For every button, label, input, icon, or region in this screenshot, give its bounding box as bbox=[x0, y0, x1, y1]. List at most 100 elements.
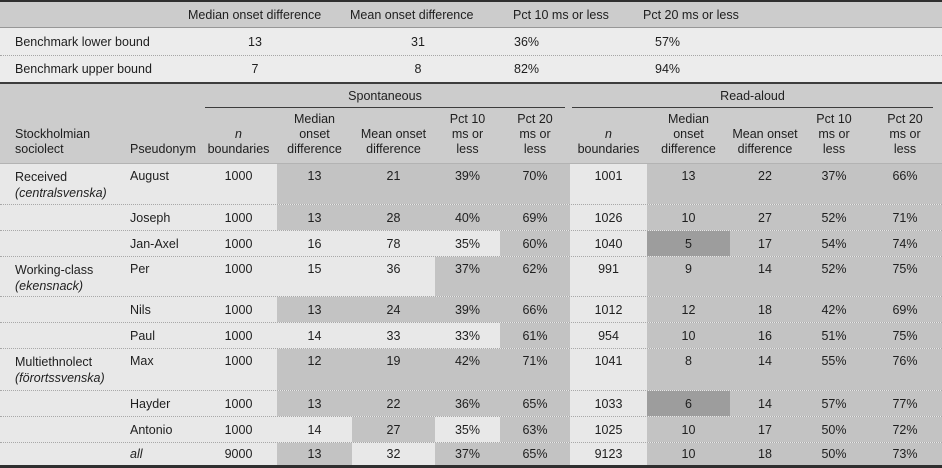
column-header-row: Stockholmian sociolect Pseudonym n bound… bbox=[0, 108, 942, 164]
table-row: Nils 1000 13 24 39% 66% 1012 12 18 42% 6… bbox=[0, 296, 942, 322]
value-cell: 1041 bbox=[594, 354, 623, 368]
value-cell: 78 bbox=[386, 236, 401, 251]
pseudonym-label: Jan-Axel bbox=[130, 236, 179, 251]
value-cell: 50% bbox=[800, 443, 868, 465]
value-cell: 22 bbox=[352, 391, 435, 416]
value-cell: 1012 bbox=[594, 302, 623, 317]
sociolect-label bbox=[0, 417, 130, 442]
value-cell: 5 bbox=[647, 231, 730, 256]
benchmark-lower-label: Benchmark lower bound bbox=[15, 34, 150, 49]
value-cell: 37% bbox=[800, 164, 868, 204]
value-cell: 1000 bbox=[224, 396, 253, 411]
table-row: Jan-Axel 1000 16 78 35% 60% 1040 5 17 54… bbox=[0, 230, 942, 256]
value-cell: 13 bbox=[277, 164, 352, 204]
sociolect-label: Multiethnolect (förortssvenska) bbox=[15, 355, 105, 385]
value-cell: 77% bbox=[868, 391, 942, 416]
group-header-lead-spacer bbox=[0, 84, 205, 108]
value-cell: 1000 bbox=[224, 210, 253, 225]
value-cell: 35% bbox=[454, 422, 481, 437]
table-row: all 9000 13 32 37% 65% 9123 10 18 50% 73… bbox=[0, 442, 942, 465]
table-row: Joseph 1000 13 28 40% 69% 1026 10 27 52%… bbox=[0, 204, 942, 230]
benchmark-lower-row: Benchmark lower bound 13 31 36% 57% bbox=[0, 28, 942, 55]
value-cell: 65% bbox=[500, 443, 570, 465]
value-cell: 76% bbox=[868, 349, 942, 390]
value-cell: 36 bbox=[386, 262, 401, 276]
table-row: Hayder 1000 13 22 36% 65% 1033 6 14 57% … bbox=[0, 390, 942, 416]
value-cell: 9123 bbox=[594, 447, 623, 461]
value-cell: 17 bbox=[730, 417, 800, 442]
value-cell: 10 bbox=[647, 323, 730, 348]
value-cell: 1000 bbox=[224, 236, 253, 251]
value-cell: 18 bbox=[730, 443, 800, 465]
pseudonym-label: Max bbox=[130, 354, 154, 368]
value-cell: 37% bbox=[435, 443, 500, 465]
value-cell: 37% bbox=[435, 257, 500, 296]
value-cell: 66% bbox=[868, 164, 942, 204]
benchmark-lower-pct10: 36% bbox=[514, 34, 540, 49]
value-cell: 16 bbox=[307, 236, 322, 251]
value-cell: 52% bbox=[800, 257, 868, 296]
value-cell: 39% bbox=[435, 297, 500, 322]
table-row: Paul 1000 14 33 33% 61% 954 10 16 51% 75… bbox=[0, 322, 942, 348]
value-cell: 12 bbox=[277, 349, 352, 390]
value-cell: 13 bbox=[647, 164, 730, 204]
value-cell: 36% bbox=[435, 391, 500, 416]
value-cell: 71% bbox=[868, 205, 942, 230]
value-cell: 9000 bbox=[224, 447, 253, 461]
value-cell: 24 bbox=[352, 297, 435, 322]
value-cell: 10 bbox=[647, 417, 730, 442]
value-cell: 15 bbox=[307, 262, 322, 276]
table-row: Working-class (ekensnack) Per 1000 15 36… bbox=[0, 256, 942, 296]
value-cell: 39% bbox=[435, 164, 500, 204]
group-header-spontaneous: Spontaneous bbox=[205, 84, 565, 108]
pseudonym-label: Antonio bbox=[130, 422, 173, 437]
value-cell: 33 bbox=[386, 328, 401, 343]
value-cell: 13 bbox=[277, 297, 352, 322]
value-cell: 52% bbox=[800, 205, 868, 230]
benchmark-header-median: Median onset difference bbox=[188, 7, 322, 22]
value-cell: 14 bbox=[730, 349, 800, 390]
column-header-pseudonym: Pseudonym bbox=[130, 142, 197, 156]
value-cell: 14 bbox=[730, 391, 800, 416]
value-cell: 9 bbox=[647, 257, 730, 296]
value-cell: 35% bbox=[454, 236, 481, 251]
value-cell: 1033 bbox=[594, 396, 623, 411]
value-cell: 22 bbox=[730, 164, 800, 204]
benchmark-upper-pct10: 82% bbox=[514, 62, 540, 76]
value-cell: 66% bbox=[500, 297, 570, 322]
value-cell: 17 bbox=[730, 231, 800, 256]
column-header-pct20-read-aloud: Pct 20 ms or less bbox=[887, 112, 923, 156]
value-cell: 10 bbox=[647, 443, 730, 465]
table-row: Received (centralsvenska) August 1000 13… bbox=[0, 164, 942, 204]
pseudonym-label: all bbox=[130, 447, 143, 461]
benchmark-header-pct20: Pct 20 ms or less bbox=[643, 7, 739, 22]
benchmark-header-empty bbox=[0, 2, 188, 27]
value-cell: 33% bbox=[454, 328, 481, 343]
benchmark-upper-mean: 8 bbox=[414, 62, 422, 76]
pseudonym-label: Joseph bbox=[130, 210, 171, 225]
pseudonym-label: Nils bbox=[130, 302, 151, 317]
column-header-sociolect: Stockholmian sociolect bbox=[15, 127, 91, 156]
value-cell: 72% bbox=[868, 417, 942, 442]
value-cell: 27 bbox=[352, 417, 435, 442]
sociolect-label bbox=[0, 391, 130, 416]
value-cell: 74% bbox=[868, 231, 942, 256]
column-header-n-spontaneous: n boundaries bbox=[207, 127, 270, 156]
sociolect-label bbox=[0, 323, 130, 348]
benchmark-section: Median onset difference Mean onset diffe… bbox=[0, 2, 942, 84]
value-cell: 13 bbox=[277, 391, 352, 416]
table-row: Antonio 1000 14 27 35% 63% 1025 10 17 50… bbox=[0, 416, 942, 442]
value-cell: 61% bbox=[500, 323, 570, 348]
value-cell: 12 bbox=[647, 297, 730, 322]
value-cell: 70% bbox=[500, 164, 570, 204]
table-body: Received (centralsvenska) August 1000 13… bbox=[0, 164, 942, 465]
value-cell: 8 bbox=[647, 349, 730, 390]
value-cell: 50% bbox=[800, 417, 868, 442]
table-row: Multiethnolect (förortssvenska) Max 1000… bbox=[0, 348, 942, 390]
benchmark-upper-median: 7 bbox=[251, 62, 259, 76]
value-cell: 1000 bbox=[224, 302, 253, 317]
sociolect-label: Working-class (ekensnack) bbox=[15, 263, 94, 293]
value-cell: 71% bbox=[500, 349, 570, 390]
column-header-pct10-read-aloud: Pct 10 ms or less bbox=[816, 112, 852, 156]
